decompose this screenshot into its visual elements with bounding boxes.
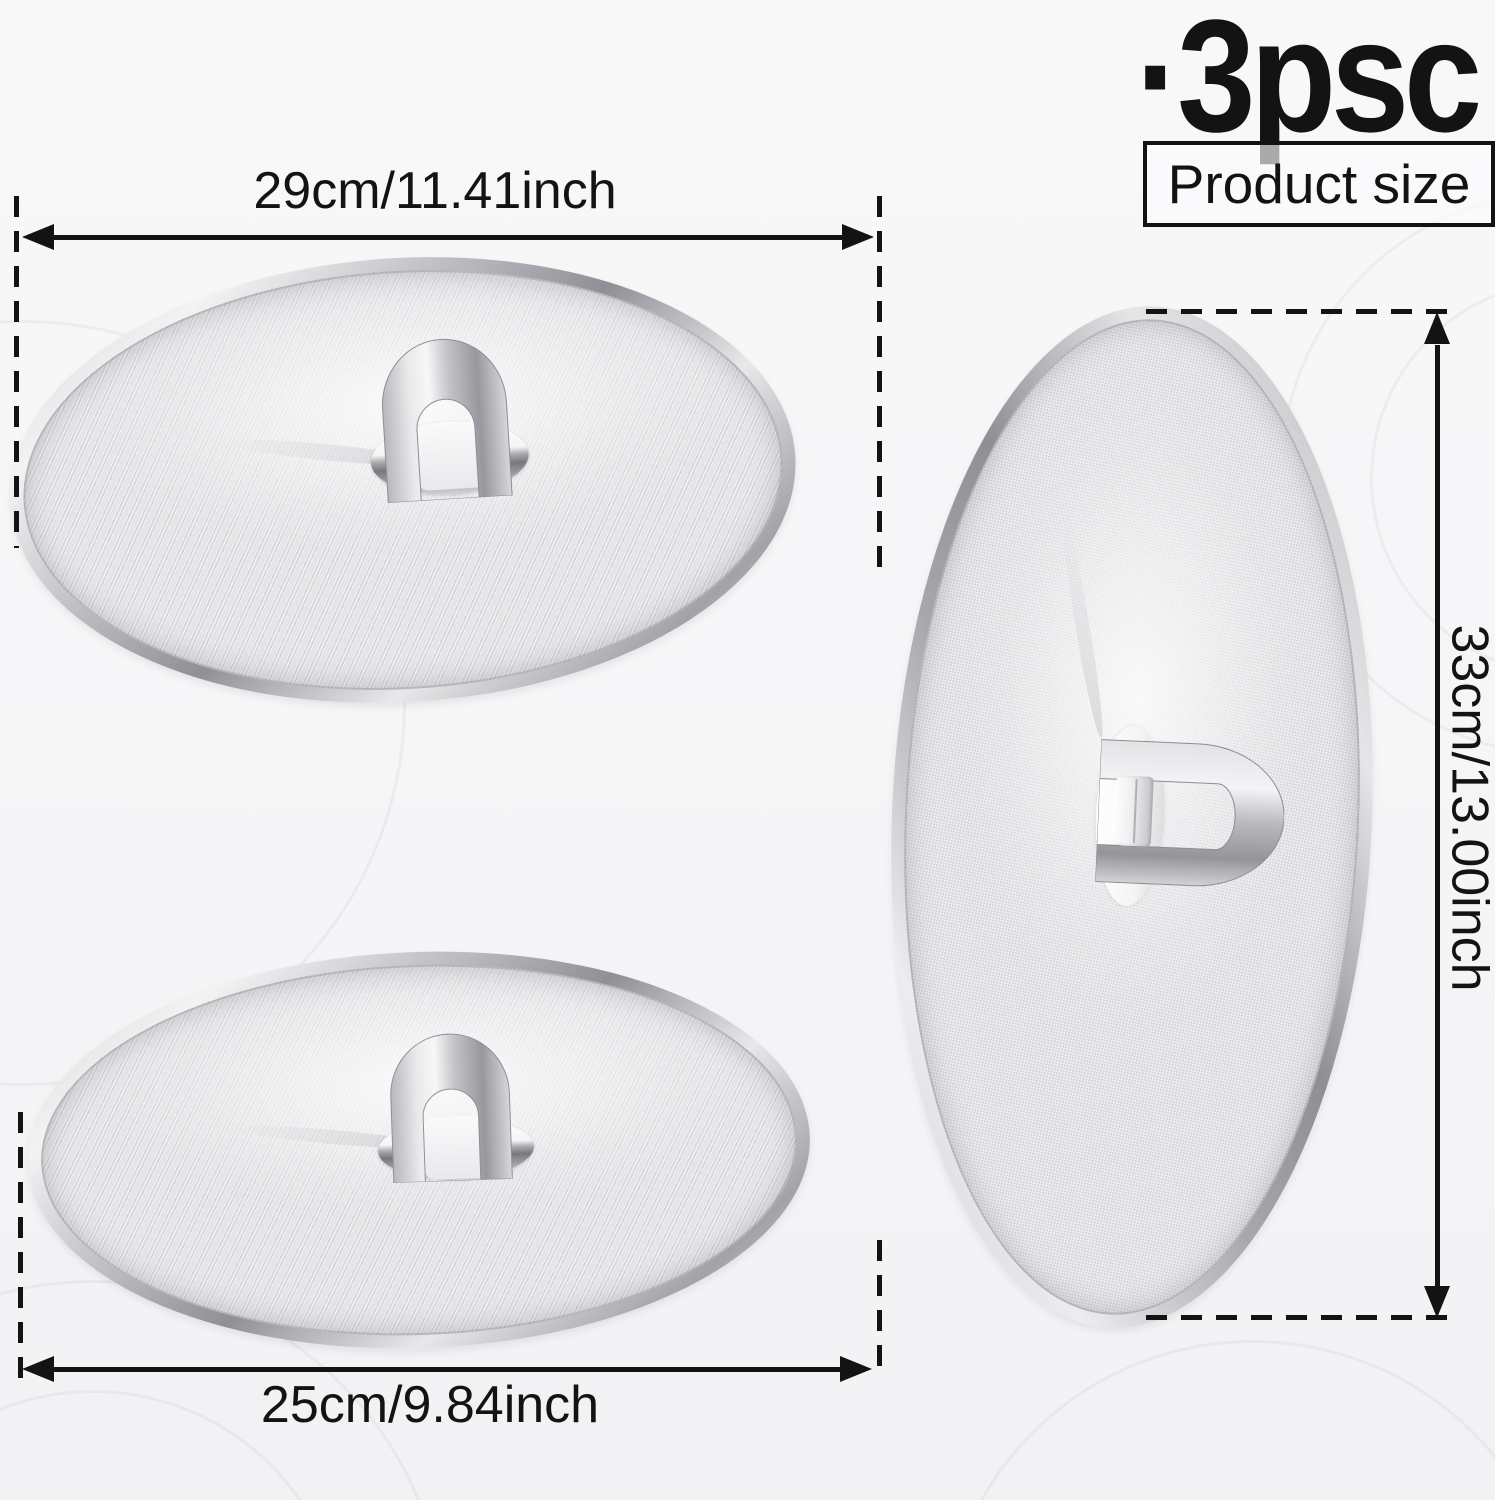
extension-dashed-line [18,1112,23,1380]
dimension-arrow-line [1435,345,1440,1287]
extension-dashed-line [877,1240,882,1380]
splatter-screen-side [869,296,1395,1338]
quantity-text: ·3psc [1135,0,1483,165]
arrowhead-left-icon [22,224,54,250]
dimension-arrow-line [48,235,844,240]
watermark-swirl [940,1340,1495,1500]
dimension-label-large-width: 29cm/11.41inch [253,162,617,220]
arrowhead-left-icon [22,1356,54,1382]
dimension-arrow-line [48,1367,842,1372]
arrowhead-down-icon [1424,1286,1450,1318]
arrowhead-up-icon [1424,312,1450,344]
arrowhead-right-icon [840,1356,872,1382]
extension-dashed-line [14,196,19,548]
dimension-label-side-height: 33cm/13.00inch [1440,624,1495,992]
extension-dashed-line [1146,309,1458,314]
handle-clasp [1110,775,1154,847]
splatter-screen-large [0,234,809,726]
upright-loop-handle [390,1033,513,1184]
arrowhead-right-icon [842,224,874,250]
splatter-screen-small [21,938,817,1362]
product-size-box: Product size [1143,141,1495,227]
upright-loop-handle [382,338,513,504]
extension-dashed-line [1146,1315,1458,1320]
product-size-label: Product size [1167,153,1471,215]
dimension-label-small-width: 25cm/9.84inch [260,1376,600,1434]
extension-dashed-line [877,196,882,576]
